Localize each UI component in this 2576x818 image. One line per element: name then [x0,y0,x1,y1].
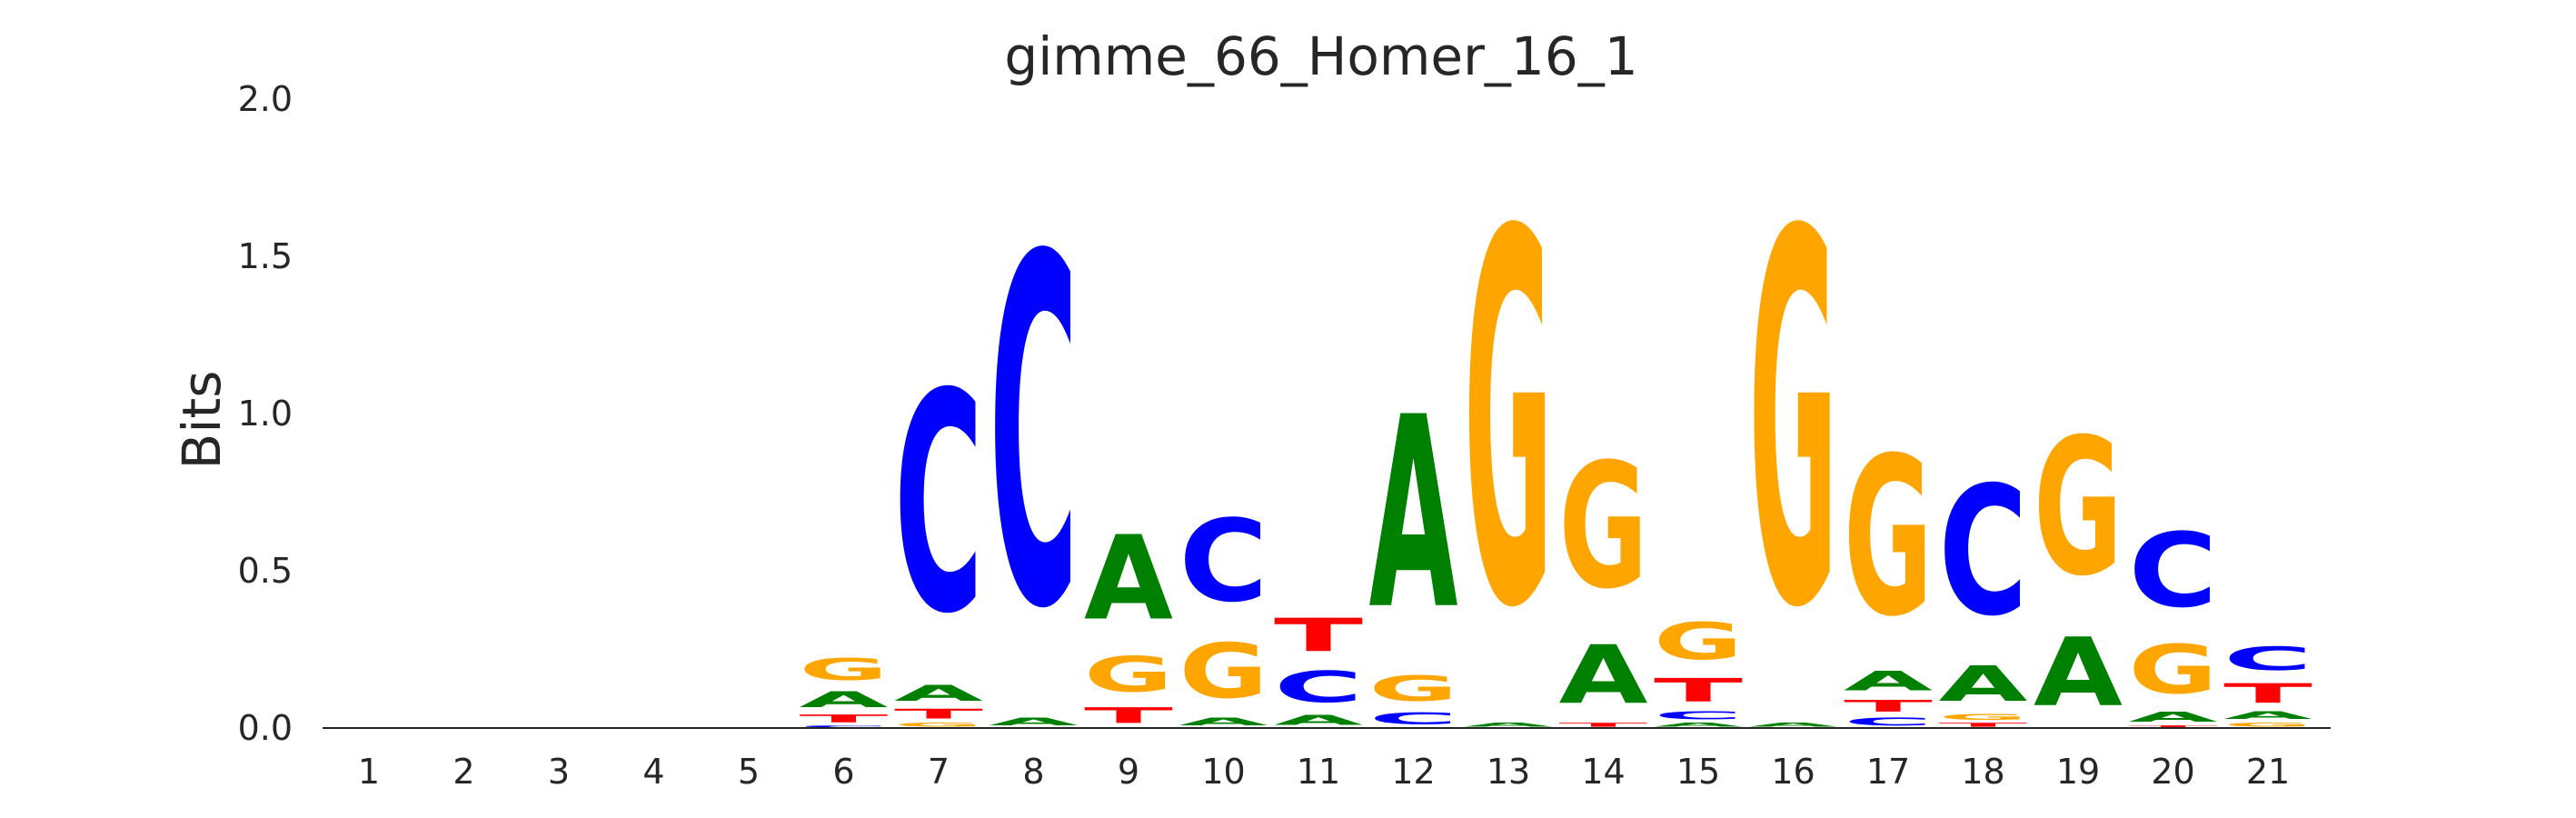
logo-letter-T: T [1084,703,1173,728]
logo-letter-C: C [800,725,889,728]
x-tick-label: 10 [1201,752,1245,792]
x-tick-label: 16 [1771,752,1815,792]
y-tick-label: 0.0 [238,708,293,748]
logo-letter-A: A [1369,360,1458,667]
logo-letter-G: G [2034,398,2123,617]
logo-letter-T: T [2223,678,2312,709]
logo-letter-A: A [1939,656,2028,713]
logo-letter-A: A [1559,628,1648,722]
x-tick-label: 15 [1676,752,1720,792]
x-tick-label: 5 [738,752,760,792]
logo-letter-G: G [1939,713,2028,722]
logo-letter-G: G [2223,722,2312,728]
logo-stacks: CTAGGTACACTGAAGCACTCGAAGTAGACTGAGCTAGTGA… [800,125,2313,729]
logo-letter-G: G [1654,612,1743,672]
logo-column-12: CGA [1369,360,1458,728]
x-tick-label: 4 [642,752,664,792]
logo-letter-T: T [1939,722,2028,728]
logo-letter-G: G [800,653,889,687]
logo-letter-A: A [990,715,1079,728]
logo-letter-A: A [1179,715,1269,728]
x-tick-label: 7 [928,752,950,792]
chart-title: gimme_66_Homer_16_1 [1004,25,1637,87]
y-axis-label: Bits [171,371,233,470]
logo-letter-T: T [2129,725,2218,728]
logo-letter-C: C [1274,662,1363,712]
logo-letter-T: T [1274,609,1363,662]
logo-letter-C: C [2129,512,2218,631]
x-tick-label: 13 [1487,752,1530,792]
x-tick-label: 1 [358,752,380,792]
y-tick-label: 2.0 [238,79,293,119]
logo-letter-C: C [1654,709,1743,722]
x-tick-label: 17 [1866,752,1910,792]
logo-letter-C: C [2223,640,2312,677]
logo-letter-G: G [894,722,983,728]
x-tick-label: 12 [1391,752,1435,792]
logo-letter-G: G [1369,668,1458,709]
x-tick-label: 19 [2056,752,2100,792]
logo-letter-C: C [1844,715,1933,728]
logo-letter-T: T [894,706,983,722]
logo-letter-G: G [1464,125,1553,720]
logo-letter-G: G [1559,427,1648,627]
logo-letter-A: A [1844,665,1933,696]
logo-column-16: AG [1749,125,1838,728]
y-tick-label: 1.5 [238,236,293,276]
logo-letter-G: G [1844,411,1933,665]
logo-column-9: TGA [1084,511,1173,728]
logo-column-13: AG [1464,125,1553,728]
logo-letter-A: A [894,681,984,706]
logo-letter-A: A [800,687,890,713]
logo-column-10: AGC [1179,496,1269,728]
logo-letter-A: A [1749,722,1838,728]
x-tick-label: 8 [1022,752,1044,792]
x-tick-label: 9 [1118,752,1139,792]
logo-letter-T: T [800,713,889,725]
logo-column-19: AG [2034,398,2123,728]
logo-letter-A: A [1084,511,1173,645]
logo-letter-G: G [1084,646,1173,703]
logo-letter-C: C [894,330,983,681]
logo-letter-A: A [1654,722,1743,728]
logo-letter-C: C [1939,450,2028,655]
logo-letter-T: T [1559,722,1648,728]
x-axis-ticks: 1 2 3 4 5 6 7 8 9 10 11 12 13 14 15 16 17 18 19 20 21 [358,752,2290,792]
logo-letter-C: C [1179,496,1268,627]
logo-column-14: TAG [1559,427,1648,728]
logo-column-8: AC [990,157,1079,728]
x-tick-label: 14 [1581,752,1625,792]
logo-letter-G: G [1179,629,1268,716]
x-tick-label: 21 [2246,752,2290,792]
logo-letter-G: G [1749,125,1838,720]
logo-letter-A: A [1274,713,1363,728]
logo-letter-A: A [2129,709,2218,724]
x-tick-label: 3 [548,752,570,792]
logo-letter-G: G [2129,632,2218,710]
logo-letter-T: T [1844,697,1933,716]
x-tick-label: 20 [2151,752,2194,792]
logo-letter-A: A [2223,709,2313,722]
logo-letter-C: C [990,157,1079,714]
logo-column-11: ACT [1274,609,1363,728]
x-tick-label: 18 [1961,752,2004,792]
x-tick-label: 11 [1297,752,1340,792]
x-tick-label: 2 [453,752,474,792]
y-axis-ticks: 0.0 0.5 1.0 1.5 2.0 [238,79,293,748]
logo-letter-T: T [1654,672,1743,709]
logo-letter-C: C [1369,710,1458,728]
y-tick-label: 1.0 [238,394,293,434]
logo-letter-A: A [2034,619,2123,728]
x-tick-label: 6 [832,752,854,792]
y-tick-label: 0.5 [238,551,293,591]
logo-letter-A: A [1464,722,1553,728]
